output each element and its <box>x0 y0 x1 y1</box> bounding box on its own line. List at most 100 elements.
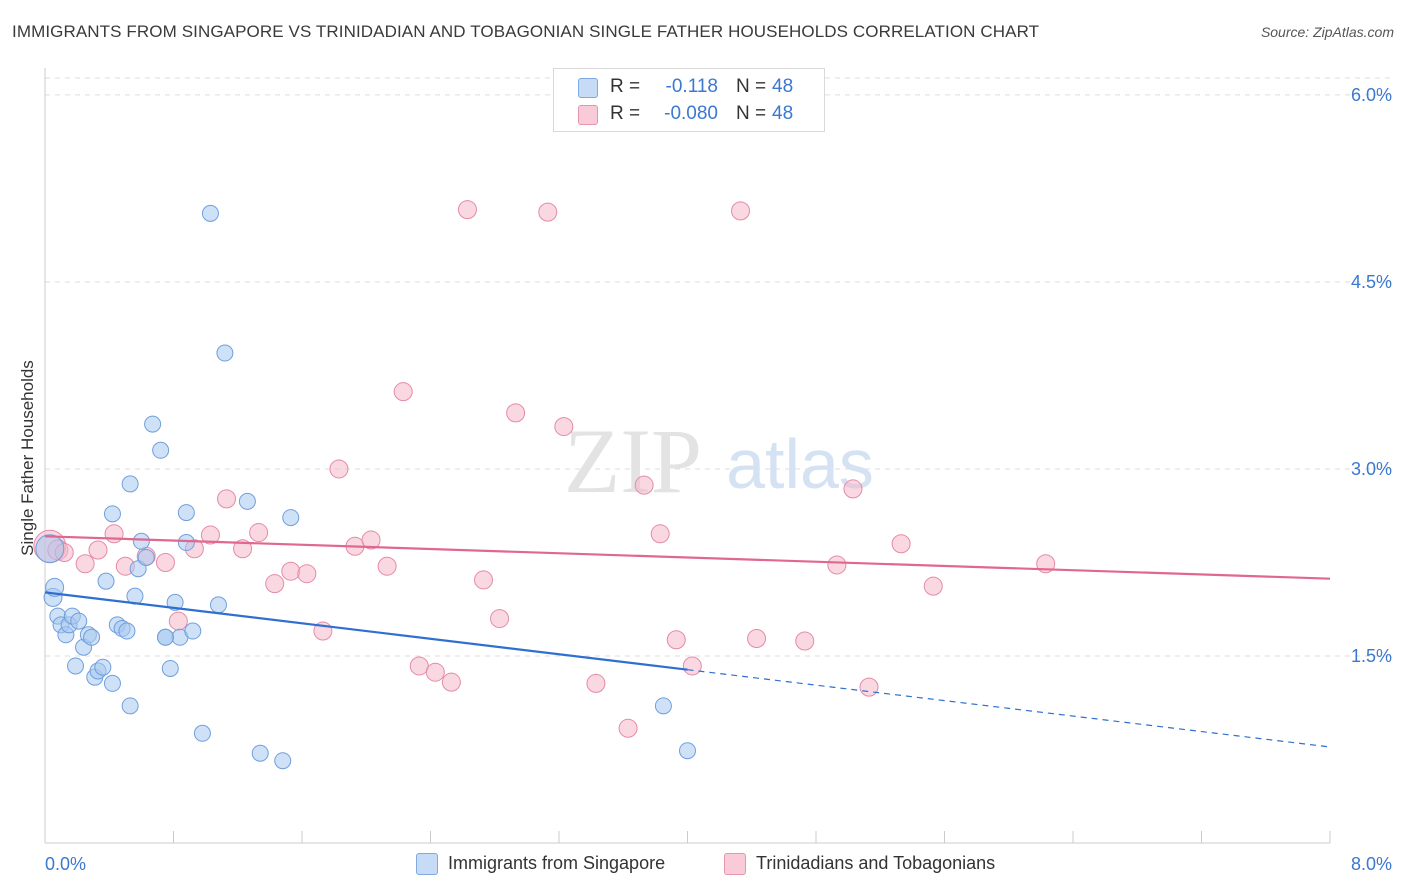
blue-trend-extension <box>687 669 1331 748</box>
pink-data-point <box>393 382 413 402</box>
x-tick-label: 0.0% <box>45 854 86 874</box>
blue-data-point <box>67 657 85 675</box>
blue-data-point <box>177 504 195 522</box>
pink-data-point <box>329 459 349 479</box>
blue-data-point <box>156 628 174 646</box>
pink-data-point <box>474 570 494 590</box>
blue-data-point <box>103 674 121 692</box>
legend-label: Immigrants from Singapore <box>448 853 666 873</box>
blue-data-point <box>679 742 696 760</box>
blue-data-point <box>103 505 121 523</box>
blue-data-point <box>152 441 170 459</box>
pink-swatch <box>578 105 598 125</box>
gridlines <box>45 77 1392 657</box>
y-tick-label: 3.0% <box>1351 459 1392 479</box>
y-tick-label: 1.5% <box>1351 646 1392 666</box>
blue-series-points <box>35 204 696 770</box>
pink-data-point <box>425 662 445 682</box>
trend-lines <box>44 535 1331 748</box>
blue-data-point <box>193 724 211 742</box>
r-label: R = <box>610 76 641 97</box>
watermark: ZIP atlas <box>564 410 874 512</box>
pink-data-point <box>233 539 253 559</box>
watermark-zip: ZIP <box>564 410 702 512</box>
pink-data-point <box>554 417 574 437</box>
pink-data-point <box>297 564 317 584</box>
pink-data-point <box>795 631 815 651</box>
blue-data-point <box>282 509 300 527</box>
pink-data-point <box>490 609 510 629</box>
pink-data-point <box>731 201 751 221</box>
pink-swatch <box>724 853 746 875</box>
pink-trend-line <box>44 535 1331 580</box>
blue-trend-line <box>44 591 688 671</box>
blue-data-point <box>35 534 65 564</box>
pink-data-point <box>650 524 670 544</box>
n-value: 48 <box>772 76 794 97</box>
pink-data-point <box>843 479 863 499</box>
blue-data-point <box>216 344 234 362</box>
blue-data-point <box>137 548 155 566</box>
tick-labels: 1.5% 3.0% 4.5% 6.0% 0.0% 8.0% <box>45 85 1392 874</box>
pink-data-point <box>409 656 429 676</box>
blue-data-point <box>70 612 88 630</box>
y-tick-label: 4.5% <box>1351 272 1392 292</box>
blue-swatch <box>578 78 598 98</box>
r-label: R = <box>610 103 641 124</box>
pink-data-point <box>217 489 237 509</box>
pink-data-point <box>923 576 943 596</box>
legend-label: Trinidadians and Tobagonians <box>756 853 996 873</box>
correlation-legend: R = -0.118 N = 48 R = -0.080 N = 48 <box>553 68 825 132</box>
blue-data-point <box>177 534 195 552</box>
pink-data-point <box>281 561 301 581</box>
blue-data-point <box>184 622 202 640</box>
pink-data-point <box>168 611 188 631</box>
blue-data-point <box>166 593 184 611</box>
pink-data-point <box>361 530 381 550</box>
y-axis-label: Single Father Households <box>18 360 37 556</box>
pink-data-point <box>457 200 477 220</box>
axes <box>44 68 1331 844</box>
pink-data-point <box>682 656 702 676</box>
pink-data-point <box>747 629 767 649</box>
blue-data-point <box>274 752 292 770</box>
blue-data-point <box>144 415 162 433</box>
pink-data-point <box>859 677 879 697</box>
blue-swatch <box>416 853 438 875</box>
blue-data-point <box>161 659 179 677</box>
pink-data-point <box>506 403 526 423</box>
blue-data-point <box>238 492 256 510</box>
r-value: -0.118 <box>665 76 718 97</box>
blue-data-point <box>97 572 115 590</box>
pink-data-point <box>586 673 606 693</box>
blue-data-point <box>94 658 112 676</box>
r-value: -0.080 <box>664 103 718 124</box>
pink-data-point <box>88 540 108 560</box>
pink-data-point <box>666 630 686 650</box>
pink-data-point <box>891 534 911 554</box>
pink-data-point <box>155 552 175 572</box>
pink-data-point <box>200 525 220 545</box>
pink-data-point <box>104 524 124 544</box>
n-label: N = <box>736 76 767 97</box>
blue-data-point <box>118 622 136 640</box>
blue-data-point <box>201 204 219 222</box>
blue-data-point <box>83 628 101 646</box>
pink-data-point <box>634 475 654 495</box>
x-tick-label: 8.0% <box>1351 854 1392 874</box>
blue-data-point <box>209 596 227 614</box>
chart-title: IMMIGRANTS FROM SINGAPORE VS TRINIDADIAN… <box>12 22 1040 41</box>
pink-data-point <box>377 556 397 576</box>
blue-data-point <box>121 475 139 493</box>
pink-data-point <box>538 202 558 222</box>
y-tick-label: 6.0% <box>1351 85 1392 105</box>
blue-data-point <box>654 697 672 715</box>
pink-data-point <box>75 554 95 574</box>
blue-data-point <box>121 697 139 715</box>
blue-data-point <box>132 532 150 550</box>
blue-data-point <box>251 744 269 762</box>
pink-data-point <box>249 523 269 543</box>
pink-data-point <box>441 672 461 692</box>
source-label: Source: ZipAtlas.com <box>1260 24 1394 40</box>
